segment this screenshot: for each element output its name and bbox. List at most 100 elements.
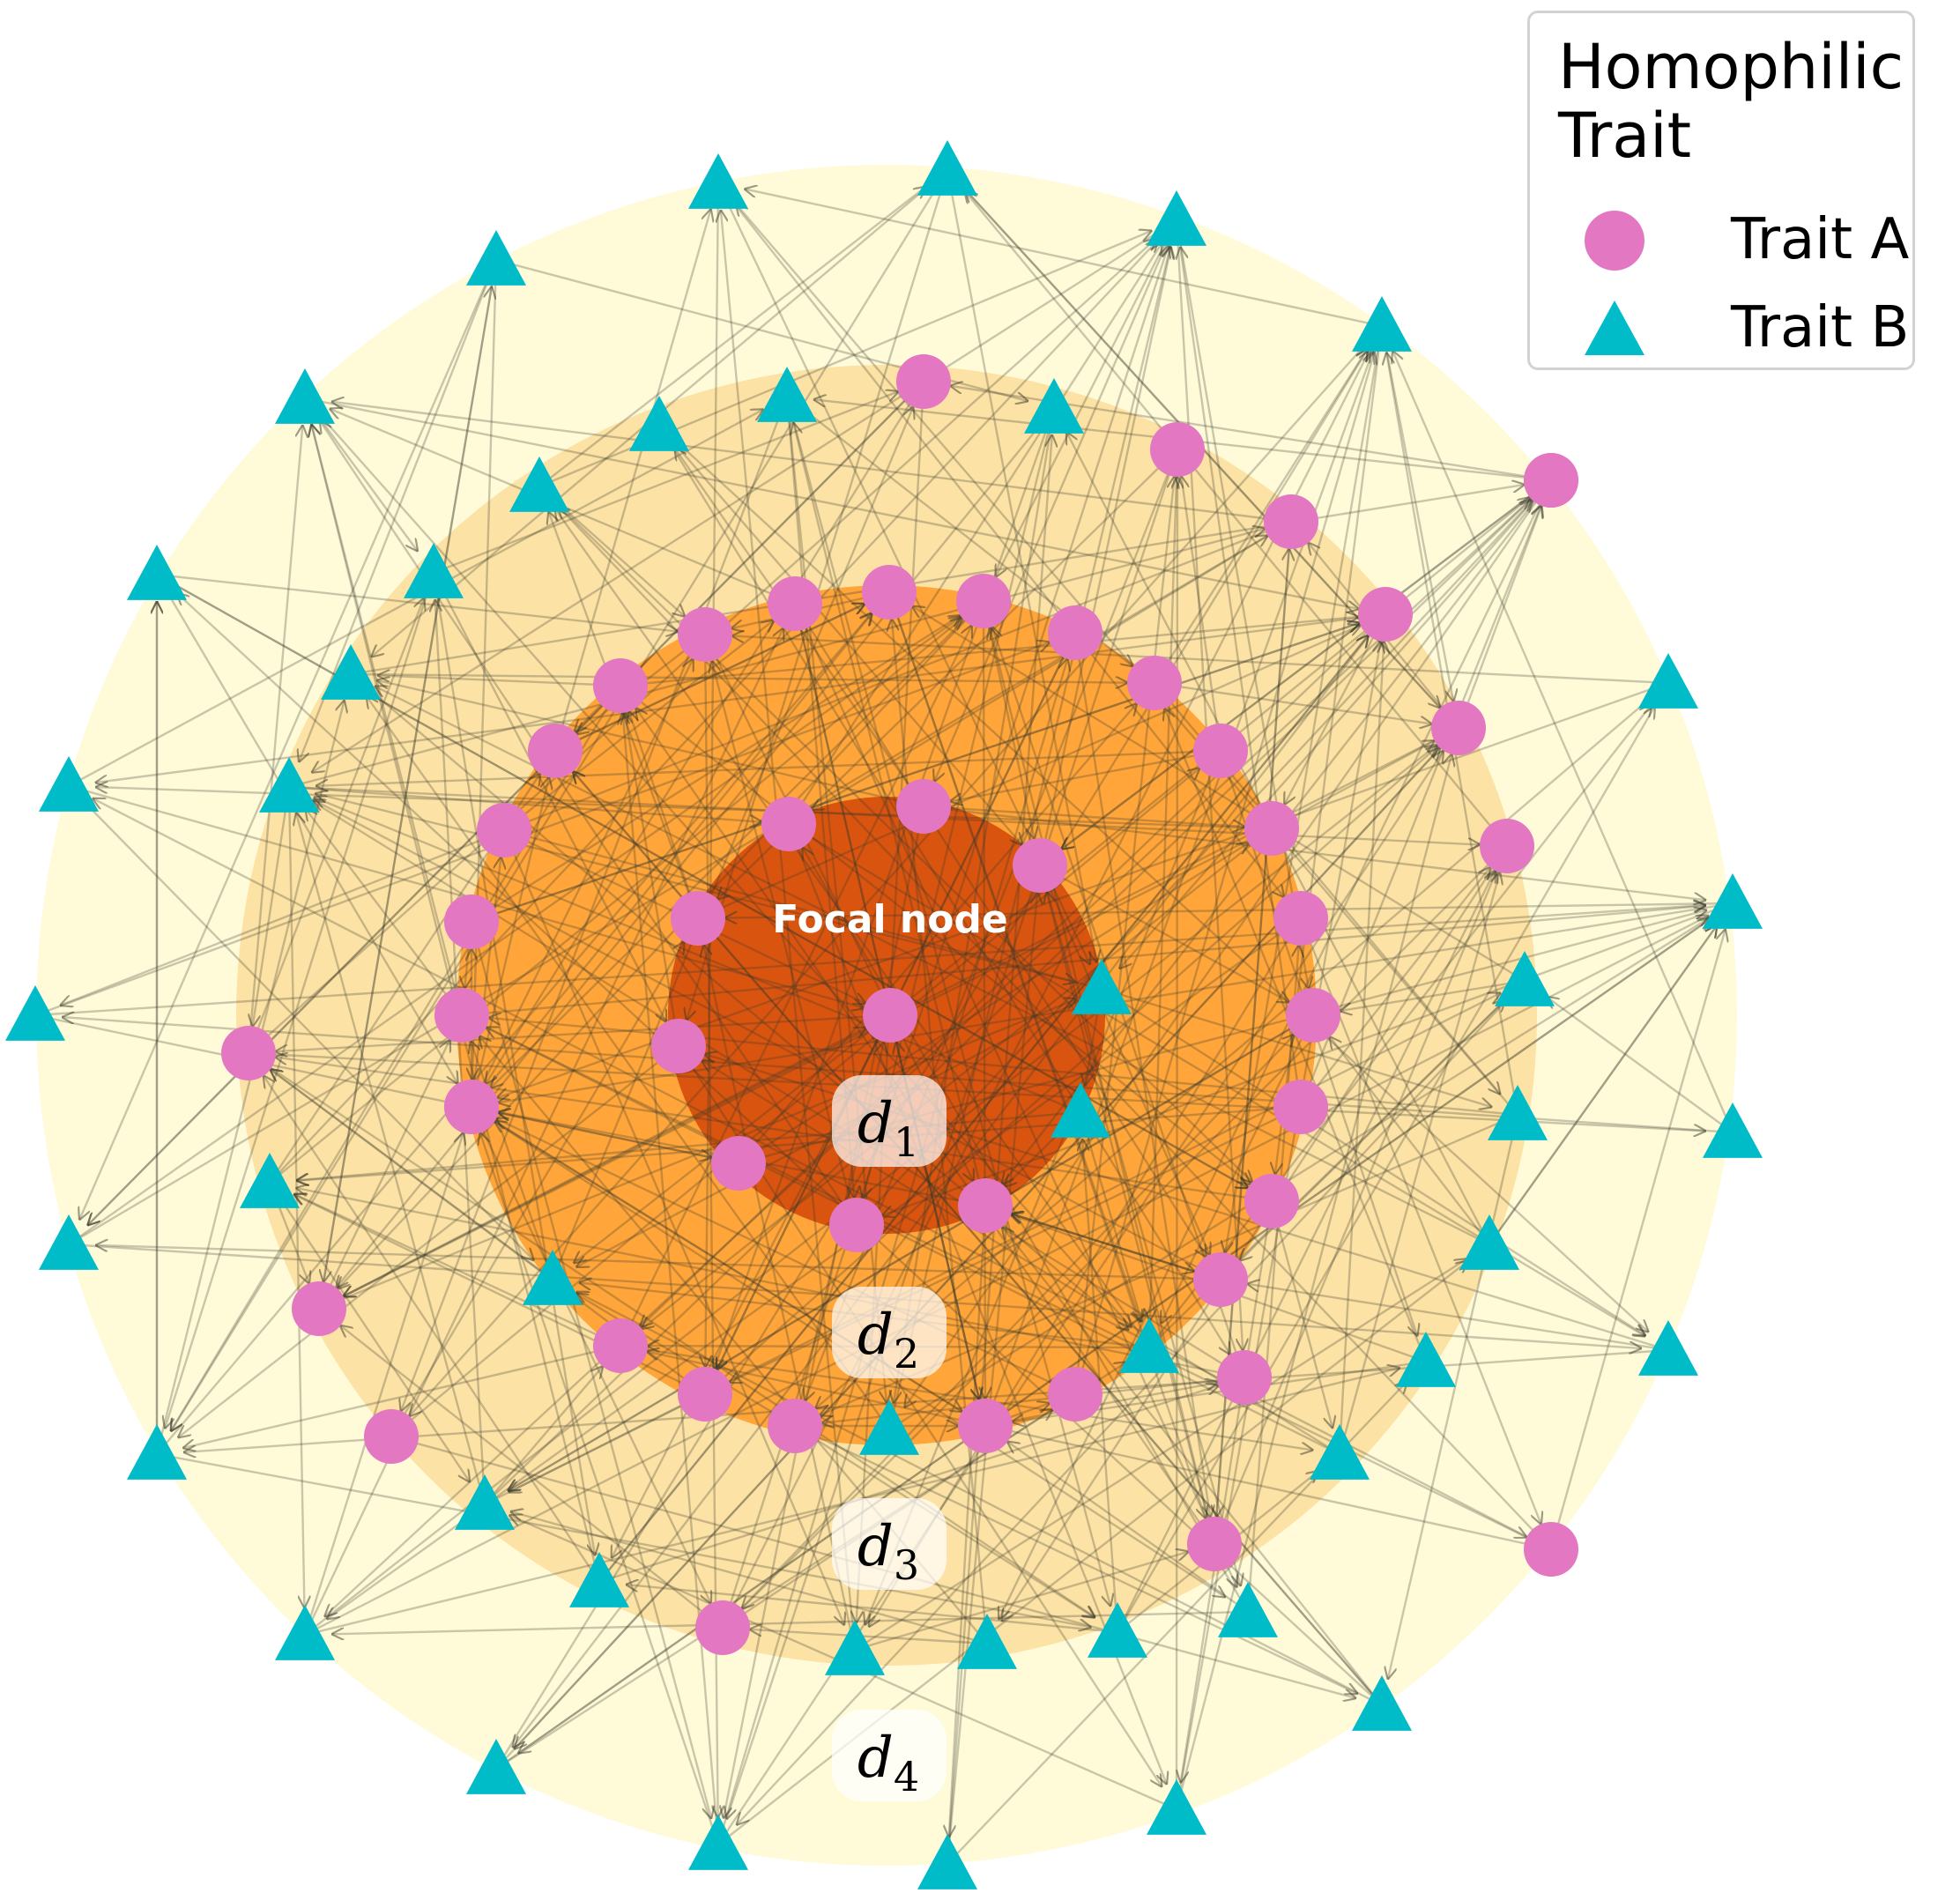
node-trait-a bbox=[444, 1080, 499, 1134]
node-trait-b bbox=[404, 543, 464, 598]
node-trait-b bbox=[1119, 1318, 1179, 1373]
edge bbox=[625, 712, 680, 1047]
node-trait-b bbox=[859, 1399, 919, 1455]
node-trait-b bbox=[1352, 296, 1412, 352]
node-trait-a bbox=[1431, 701, 1486, 755]
edge bbox=[304, 397, 1132, 1328]
node-trait-a bbox=[678, 1367, 732, 1422]
edge bbox=[620, 1344, 1313, 1451]
edge bbox=[508, 1013, 1314, 1491]
edge bbox=[317, 286, 492, 1310]
node-trait-b bbox=[1088, 1602, 1147, 1658]
edge bbox=[1175, 219, 1243, 1351]
edge bbox=[1073, 352, 1375, 1395]
edge bbox=[1006, 1441, 1249, 1613]
edge bbox=[946, 892, 1037, 1865]
edge bbox=[996, 219, 1178, 577]
node-trait-a bbox=[1524, 1522, 1578, 1577]
edge bbox=[1073, 476, 1175, 1395]
edge bbox=[1338, 872, 1500, 1455]
node-trait-b bbox=[1352, 1675, 1412, 1731]
edge bbox=[724, 902, 1734, 918]
edge bbox=[1101, 987, 1492, 1107]
edge bbox=[620, 685, 1251, 1184]
edge bbox=[270, 1069, 553, 1281]
edge bbox=[1154, 681, 1432, 724]
node-trait-a bbox=[1013, 838, 1067, 893]
edge bbox=[288, 529, 1266, 789]
edge bbox=[1181, 476, 1222, 752]
node-trait-b bbox=[1638, 653, 1698, 709]
node-trait-a bbox=[528, 724, 583, 778]
ring-label-d3: d3 bbox=[832, 1498, 947, 1590]
edge bbox=[657, 425, 1230, 1355]
edge bbox=[62, 1017, 1734, 1134]
edge bbox=[623, 712, 720, 1845]
node-trait-b bbox=[1703, 1102, 1763, 1158]
node-trait-a bbox=[678, 607, 732, 662]
edge bbox=[1549, 929, 1726, 1550]
edge bbox=[538, 186, 926, 487]
edge bbox=[304, 745, 1437, 1636]
edge bbox=[432, 572, 595, 1555]
node-trait-a bbox=[958, 1178, 1013, 1233]
edge bbox=[923, 805, 1706, 900]
edge bbox=[247, 598, 424, 1054]
edge bbox=[721, 246, 1169, 1629]
edge bbox=[304, 916, 1709, 1637]
edge bbox=[495, 1362, 1127, 1771]
edge bbox=[1119, 479, 1552, 969]
edge bbox=[554, 604, 865, 753]
edge bbox=[171, 169, 949, 1431]
node-trait-b bbox=[466, 1739, 526, 1794]
edge bbox=[375, 686, 1490, 1246]
edge bbox=[303, 1132, 464, 1636]
node-trait-b bbox=[455, 1474, 515, 1530]
node-trait-b bbox=[240, 1153, 300, 1208]
edge bbox=[495, 1118, 1076, 1396]
edge bbox=[510, 1511, 988, 1645]
edge bbox=[575, 1294, 796, 1428]
edge bbox=[366, 695, 890, 1430]
legend-title-line2: Trait bbox=[1558, 100, 1692, 172]
edge bbox=[640, 613, 1386, 1327]
edge bbox=[658, 425, 1022, 845]
node-trait-b bbox=[569, 1552, 629, 1607]
edge bbox=[887, 591, 1140, 1323]
node-trait-a bbox=[1286, 988, 1340, 1043]
edge bbox=[793, 422, 987, 1206]
node-trait-b bbox=[688, 1815, 748, 1870]
edge bbox=[1489, 924, 1718, 1245]
edge bbox=[626, 1585, 1118, 1634]
edge bbox=[854, 1258, 1467, 1652]
node-trait-a bbox=[695, 1600, 750, 1655]
node-trait-a bbox=[896, 779, 951, 834]
node-trait-b bbox=[629, 396, 689, 451]
ring-label-d2: d2 bbox=[832, 1287, 947, 1378]
edge bbox=[288, 785, 762, 822]
edge bbox=[304, 397, 418, 552]
edge bbox=[512, 613, 1386, 1748]
edge bbox=[1546, 997, 1734, 1133]
edge bbox=[484, 992, 1501, 1506]
edge bbox=[731, 636, 1669, 685]
edge bbox=[269, 1182, 470, 1482]
edge bbox=[705, 182, 720, 1368]
edge bbox=[296, 813, 486, 1505]
edge bbox=[299, 259, 498, 762]
node-trait-b bbox=[321, 644, 381, 700]
ring-label-d4: d4 bbox=[832, 1710, 947, 1801]
edge bbox=[318, 998, 1077, 1310]
edge bbox=[1271, 740, 1436, 830]
edge bbox=[1175, 219, 1309, 989]
edge bbox=[538, 486, 1253, 1183]
edge bbox=[888, 917, 1711, 1431]
legend-item-trait-b: Trait B bbox=[1530, 288, 1918, 367]
edge bbox=[248, 1052, 1095, 1617]
edge bbox=[793, 603, 1237, 1588]
node-trait-a bbox=[958, 1399, 1013, 1453]
node-trait-a bbox=[1244, 801, 1299, 856]
edge bbox=[717, 182, 1284, 897]
edge bbox=[1161, 1014, 1315, 1324]
